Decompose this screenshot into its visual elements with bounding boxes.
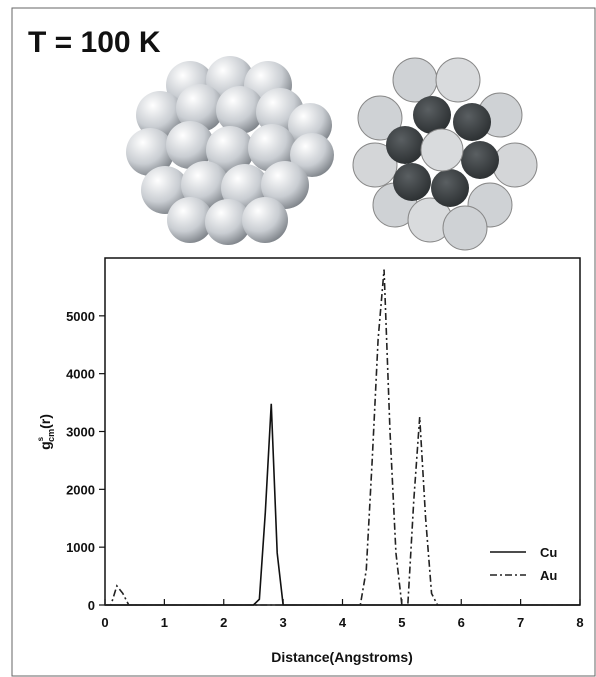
y-axis-label-text: gscm(r) (36, 414, 56, 450)
series-line (105, 269, 580, 606)
legend-label: Au (540, 568, 557, 583)
cluster-section (352, 57, 538, 251)
x-tick-label: 3 (280, 615, 287, 630)
x-tick-label: 7 (517, 615, 524, 630)
y-label-tail: (r) (37, 414, 53, 429)
x-tick-label: 8 (576, 615, 583, 630)
y-label-base: g (37, 441, 53, 450)
cluster-full (126, 56, 334, 245)
y-tick-label: 2000 (66, 482, 95, 497)
plot-frame (104, 257, 581, 606)
x-tick-label: 0 (101, 615, 108, 630)
x-tick-label: 2 (220, 615, 227, 630)
y-label-sup: s (36, 436, 45, 441)
x-tick-label: 4 (339, 615, 347, 630)
x-tick-label: 5 (398, 615, 405, 630)
y-tick-label: 0 (88, 598, 95, 613)
series-line (105, 403, 580, 606)
x-axis-label: Distance(Angstroms) (271, 649, 413, 665)
y-tick-label: 3000 (66, 425, 95, 440)
x-tick-label: 6 (458, 615, 465, 630)
title: T = 100 K (28, 26, 161, 59)
y-tick-label: 1000 (66, 540, 95, 555)
y-label-sub: cm (46, 429, 56, 442)
y-tick-label: 5000 (66, 309, 95, 324)
frame (11, 7, 596, 677)
legend-label: Cu (540, 545, 557, 560)
y-tick-label: 4000 (66, 367, 95, 382)
x-tick-label: 1 (161, 615, 168, 630)
y-axis-label: gscm(r) (36, 414, 56, 450)
